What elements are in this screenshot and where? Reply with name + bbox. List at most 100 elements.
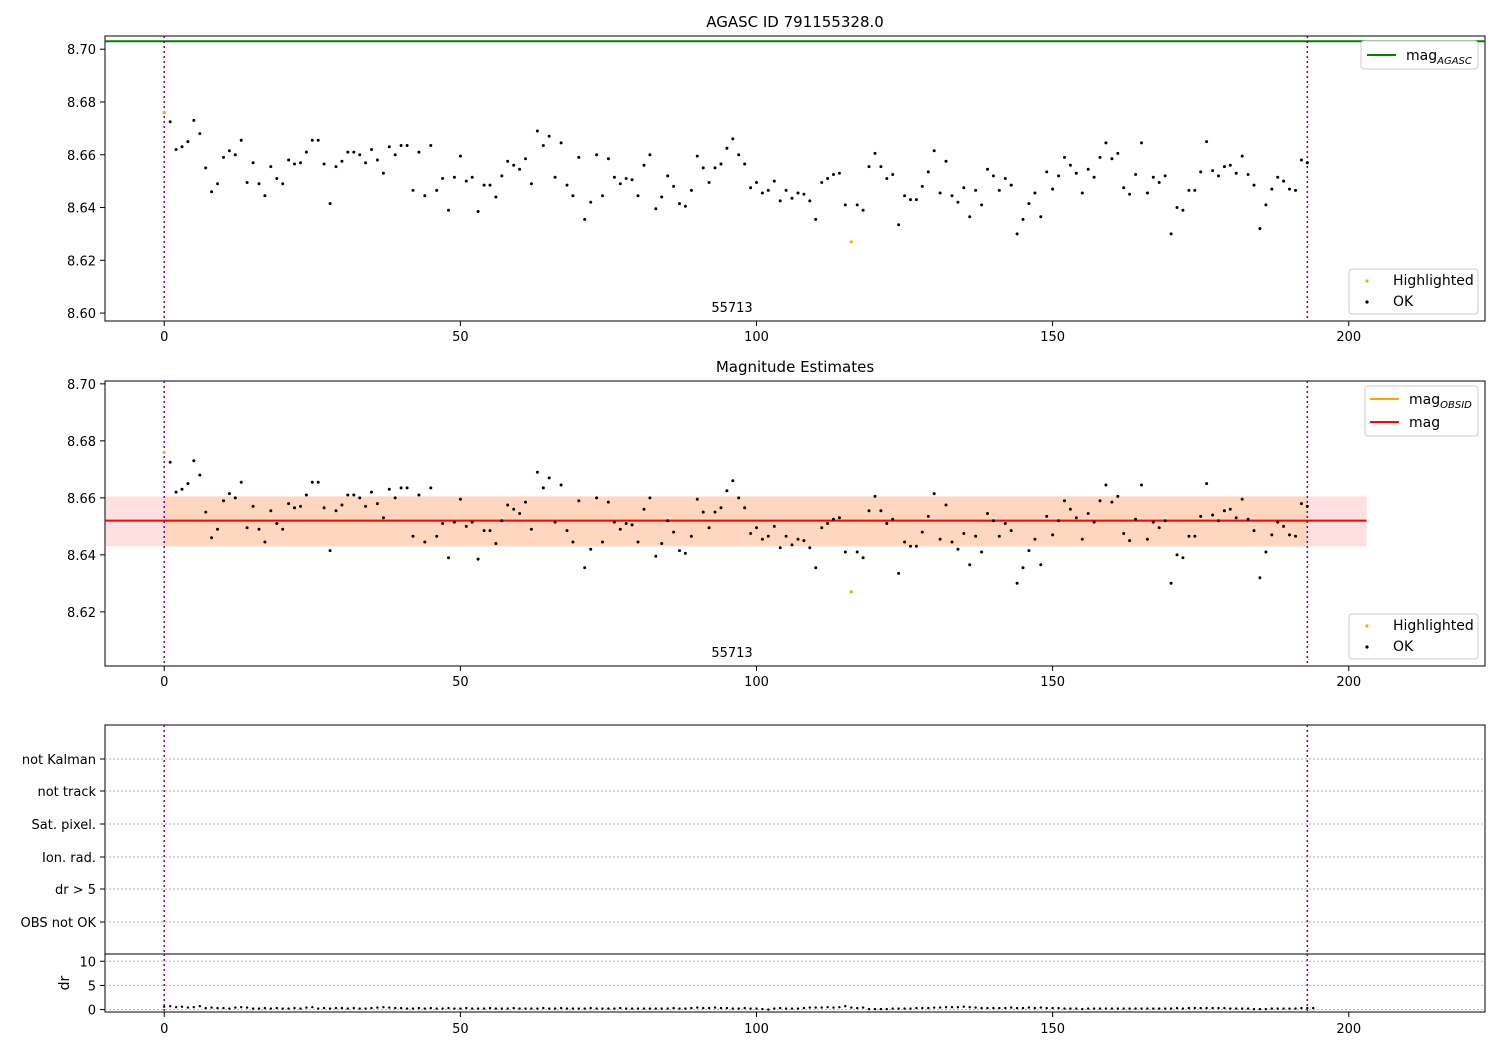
ok-point (1181, 208, 1185, 212)
dr-point (186, 1006, 190, 1009)
ok-point (1021, 566, 1025, 570)
flag-label: Sat. pixel. (32, 818, 96, 833)
dr-point (1051, 1006, 1054, 1010)
dr-point (944, 1006, 948, 1009)
dr-point (447, 1006, 450, 1010)
ok-point (1157, 181, 1161, 184)
dr-point (269, 1007, 272, 1010)
ok-point (435, 188, 439, 192)
dr-point (856, 1006, 859, 1010)
y-tick-label: 8.62 (67, 254, 96, 269)
ok-point (293, 162, 296, 166)
ok-point (316, 138, 320, 142)
dr-point (204, 1006, 207, 1010)
ok-point (974, 188, 978, 192)
dr-point (293, 1006, 296, 1010)
ok-point (1134, 517, 1138, 521)
ok-point (986, 512, 989, 515)
ok-point (885, 522, 889, 525)
ok-point (1187, 534, 1191, 538)
ok-point (281, 527, 285, 531)
ok-point (1080, 537, 1084, 541)
ok-point (1057, 519, 1061, 523)
ok-point (216, 182, 219, 186)
ok-point (595, 153, 599, 157)
ok-point (310, 138, 314, 142)
dr-point (553, 1007, 557, 1010)
legend-label-sub: AGASC (1436, 56, 1472, 67)
ok-point (559, 483, 563, 487)
ok-point (837, 171, 841, 175)
ok-point (796, 191, 800, 195)
ok-point (606, 500, 610, 504)
ok-point (375, 502, 379, 506)
ok-point (529, 182, 533, 186)
ok-point (843, 550, 847, 554)
ok-point (1199, 514, 1203, 518)
dr-point (1288, 1007, 1291, 1010)
ok-point (932, 149, 936, 153)
dr-point (737, 1007, 740, 1010)
ok-point (1128, 192, 1132, 196)
ok-point (737, 496, 741, 500)
ok-point (186, 140, 190, 144)
ok-point (589, 200, 593, 204)
ok-point (571, 540, 575, 544)
ok-point (778, 546, 782, 550)
ok-point (707, 181, 711, 184)
ok-point (713, 510, 717, 514)
ok-point (364, 504, 368, 508)
ok-point (1264, 550, 1268, 554)
ok-point (683, 204, 687, 208)
ok-point (980, 203, 984, 207)
ok-point (458, 497, 462, 501)
ok-point (956, 200, 960, 204)
ok-point (601, 540, 604, 544)
dr-point (1063, 1007, 1066, 1010)
ok-point (855, 550, 859, 554)
ok-point (897, 571, 901, 575)
y-tick-label: 0 (88, 1004, 96, 1019)
ok-point (340, 159, 344, 163)
ok-point (198, 473, 202, 477)
ok-point (393, 153, 397, 157)
dr-point (512, 1006, 515, 1010)
dr-point (299, 1007, 302, 1010)
ok-point (1051, 533, 1055, 537)
ok-point (891, 173, 895, 176)
dr-point (340, 1006, 344, 1010)
ok-point (447, 208, 450, 212)
dr-point (1223, 1006, 1226, 1010)
dr-point (690, 1006, 693, 1010)
ok-point (678, 549, 681, 553)
legend-label-highlighted: Highlighted (1393, 273, 1474, 289)
dr-point (1217, 1006, 1220, 1010)
dr-point (998, 1006, 1001, 1010)
dr-point (1045, 1006, 1048, 1010)
ok-point (1270, 187, 1274, 191)
dr-point (245, 1006, 249, 1009)
ok-point (814, 217, 818, 221)
dr-point (1270, 1007, 1274, 1010)
dr-point (1087, 1007, 1090, 1010)
ok-point (1045, 170, 1049, 174)
dr-point (317, 1007, 320, 1010)
ok-point (962, 532, 966, 535)
ok-point (962, 186, 966, 190)
ok-point (358, 153, 362, 157)
ok-point (707, 526, 711, 530)
dr-point (850, 1006, 853, 1009)
legend-label-ok: OK (1393, 294, 1414, 310)
dr-point (376, 1006, 379, 1009)
ok-point (760, 191, 764, 195)
highlighted-point (162, 450, 166, 454)
dr-point (1193, 1006, 1197, 1010)
ok-point (1068, 507, 1072, 511)
ok-point (1270, 533, 1274, 537)
ok-point (577, 155, 581, 159)
ok-point (500, 174, 504, 178)
ok-point (1205, 482, 1209, 486)
dr-point (488, 1006, 492, 1010)
ok-point (1033, 537, 1037, 541)
